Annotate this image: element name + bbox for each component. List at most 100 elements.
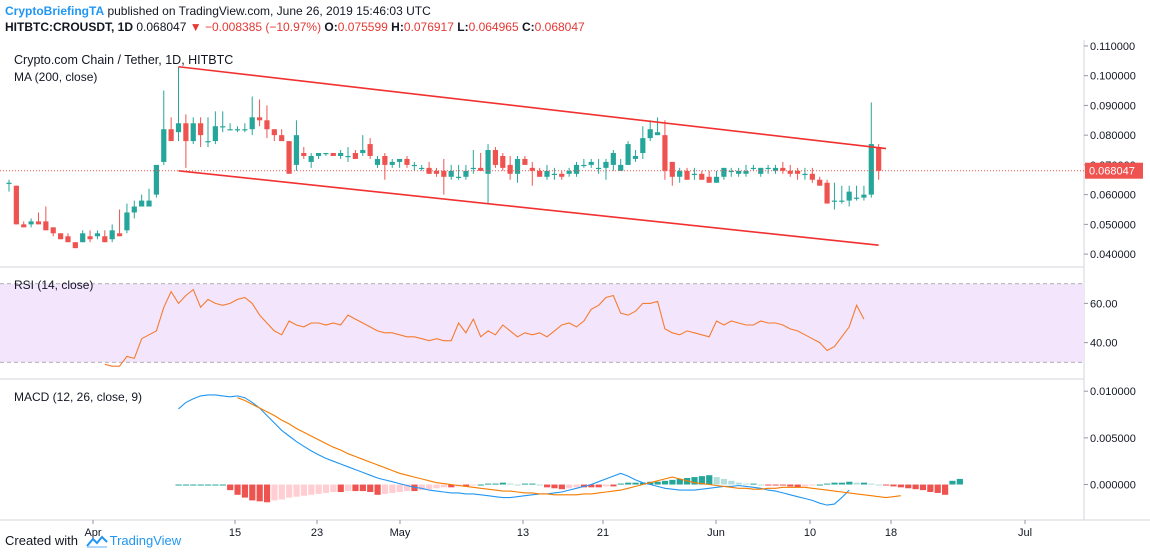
time-axis-tick-label: 21 — [597, 527, 609, 539]
macd-histogram-bar — [617, 483, 624, 485]
price-axis-tick-label: 0.110000 — [1090, 41, 1135, 53]
macd-histogram-bar — [772, 484, 779, 486]
time-axis-tick-label: 23 — [311, 527, 323, 539]
macd-histogram-bar — [588, 484, 595, 488]
macd-histogram-bar — [860, 482, 868, 485]
macd-histogram-bar — [720, 478, 728, 485]
published-text: published on TradingView.com, June 26, 2… — [107, 4, 431, 18]
candle-body — [876, 147, 882, 171]
candle-body — [455, 176, 462, 178]
macd-histogram-bar — [182, 484, 190, 486]
candle-body — [448, 170, 454, 177]
close-label: C: — [521, 20, 535, 34]
low-label: L: — [457, 20, 469, 34]
candle-body — [109, 230, 115, 240]
candle-body — [861, 194, 867, 198]
candle-body — [824, 182, 830, 204]
rsi-band-fill — [0, 283, 1084, 363]
candle-body — [80, 233, 86, 243]
candle-body — [743, 170, 749, 174]
macd-line — [178, 394, 850, 506]
candle-body — [699, 173, 705, 180]
macd-histogram-bar — [521, 483, 529, 485]
candle-body — [65, 236, 71, 243]
macd-histogram-bar — [639, 482, 647, 485]
macd-histogram-bar — [757, 484, 764, 486]
publisher-name[interactable]: CryptoBriefingTA — [5, 4, 105, 18]
macd-histogram-bar — [499, 482, 506, 485]
down-arrow-icon: ▼ — [189, 20, 202, 34]
candle-body — [183, 123, 189, 142]
macd-histogram-bar — [271, 484, 278, 501]
candle-body — [264, 120, 270, 130]
macd-histogram-bar — [735, 482, 742, 485]
macd-histogram-bar — [743, 483, 750, 485]
candle-body — [94, 233, 101, 237]
candle-body — [87, 236, 93, 240]
macd-histogram-bar — [934, 484, 941, 493]
candle-body — [242, 129, 248, 131]
macd-histogram-bar — [286, 484, 293, 498]
candle-body — [802, 173, 808, 176]
macd-histogram-bar — [403, 484, 411, 492]
candle-body — [389, 161, 395, 165]
macd-histogram-bar — [315, 484, 322, 494]
candle-body — [817, 179, 823, 186]
macd-histogram-bar — [905, 484, 912, 489]
macd-histogram-bar — [595, 484, 602, 488]
price-pane-title: Crypto.com Chain / Tether, 1D, HITBTC — [14, 53, 233, 67]
candle-body — [544, 170, 550, 177]
macd-histogram-bar — [669, 479, 676, 485]
candle-body — [831, 200, 838, 202]
candle-body — [293, 135, 300, 165]
macd-histogram-bar — [322, 484, 330, 493]
macd-histogram-bar — [610, 484, 617, 487]
candle-body — [175, 123, 182, 133]
candle-body — [131, 206, 137, 213]
last-price-badge-text: 0.068047 — [1089, 166, 1135, 178]
macd-histogram-bar — [809, 484, 816, 486]
candle-body — [507, 164, 513, 174]
candle-body — [736, 170, 742, 174]
candle-body — [360, 150, 366, 153]
candle-body — [374, 158, 381, 165]
macd-histogram-bar — [241, 484, 249, 498]
candle-body — [50, 227, 56, 234]
price-axis-tick-label: 0.080000 — [1090, 130, 1136, 142]
time-axis-tick-label: Jun — [707, 527, 725, 539]
macd-histogram-bar — [713, 477, 720, 485]
time-axis-tick-label: 13 — [517, 527, 529, 539]
macd-histogram-bar — [816, 484, 823, 486]
candle-body — [367, 144, 373, 156]
candle-body — [662, 135, 668, 171]
candle-body — [345, 155, 351, 158]
macd-histogram-bar — [212, 484, 219, 486]
candle-body — [640, 138, 646, 153]
macd-axis-tick-label: 0.005000 — [1090, 433, 1136, 445]
candle-body — [338, 153, 344, 156]
candle-body — [839, 200, 845, 202]
candle-body — [581, 164, 587, 167]
candle-body — [846, 191, 852, 201]
candle-body — [559, 173, 565, 177]
candle-body — [772, 167, 779, 171]
tradingview-logo-icon — [85, 535, 108, 548]
rsi-pane-title: RSI (14, close) — [14, 278, 93, 292]
candle-body — [500, 155, 506, 168]
macd-histogram-bar — [927, 484, 934, 492]
high-label: H: — [391, 20, 404, 34]
macd-histogram-bar — [234, 484, 241, 495]
candle-body — [588, 161, 594, 165]
candle-body — [603, 161, 609, 168]
price-change: −0.008385 (−10.97%) — [204, 20, 322, 34]
candle-body — [441, 170, 447, 177]
time-axis-tick-label: 10 — [804, 527, 816, 539]
footer-brand[interactable]: TradingView — [109, 533, 182, 548]
candle-body — [787, 170, 793, 174]
candle-body — [271, 129, 277, 136]
candle-body — [279, 135, 285, 142]
macd-histogram-bar — [263, 484, 271, 503]
footer-created-with: Created with — [5, 533, 78, 548]
candle-body — [315, 153, 322, 156]
